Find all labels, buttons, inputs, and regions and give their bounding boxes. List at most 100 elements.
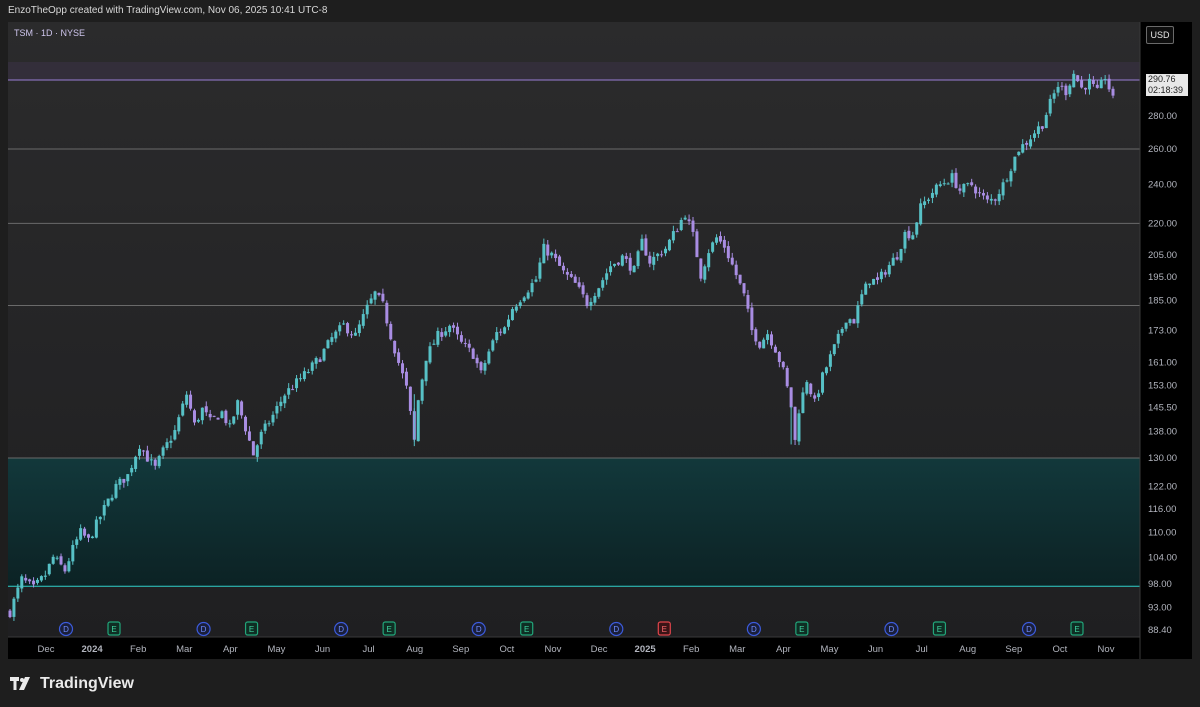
candle[interactable] [424,360,428,386]
candle[interactable] [436,327,440,348]
candle[interactable] [232,416,236,425]
candle[interactable] [1091,76,1095,87]
candle[interactable] [754,327,758,346]
candle[interactable] [561,262,565,275]
candle[interactable] [32,577,36,588]
candle[interactable] [558,254,562,267]
candle[interactable] [526,290,530,300]
candle[interactable] [1044,112,1048,129]
candle[interactable] [809,382,813,397]
candle[interactable] [648,251,652,268]
candle[interactable] [970,178,974,187]
candle[interactable] [145,445,149,462]
candle[interactable] [974,184,978,199]
candle[interactable] [699,258,703,282]
candle[interactable] [844,322,848,332]
earnings-icon[interactable]: E [107,621,121,636]
candle[interactable] [636,249,640,269]
candle[interactable] [883,269,887,278]
candle[interactable] [28,578,32,585]
candle[interactable] [546,239,550,261]
candle[interactable] [444,326,448,338]
candle[interactable] [577,277,581,289]
currency-button[interactable]: USD [1146,26,1174,44]
candle[interactable] [872,278,876,285]
candle[interactable] [538,257,542,282]
candle[interactable] [177,414,181,435]
candle[interactable] [90,535,94,539]
candle[interactable] [840,327,844,336]
candle[interactable] [479,361,483,374]
candle[interactable] [828,350,832,372]
candle[interactable] [106,498,110,508]
candle[interactable] [817,389,821,401]
candle[interactable] [915,222,919,238]
candle[interactable] [1087,73,1091,95]
candle[interactable] [656,252,660,261]
candle[interactable] [569,271,573,279]
candle[interactable] [581,282,585,298]
candle[interactable] [298,373,302,382]
candle[interactable] [624,252,628,263]
candle[interactable] [742,283,746,297]
candle[interactable] [165,438,169,451]
candle[interactable] [856,301,860,328]
candle[interactable] [263,420,267,434]
candle[interactable] [1107,74,1111,93]
candle[interactable] [1048,94,1052,117]
price-axis[interactable]: 300.00280.00260.00240.00220.00205.00195.… [1148,80,1177,636]
candle[interactable] [593,292,597,305]
candle[interactable] [860,289,864,307]
candle[interactable] [930,188,934,204]
candle[interactable] [98,516,102,525]
candle[interactable] [1021,139,1025,154]
candle[interactable] [432,339,436,345]
candle[interactable] [169,435,173,449]
candle[interactable] [585,292,589,309]
candle[interactable] [832,344,836,356]
candle[interactable] [848,318,852,326]
candle[interactable] [153,458,157,470]
dividend-icon[interactable]: D [884,621,899,637]
candle[interactable] [310,360,314,375]
candle[interactable] [981,189,985,200]
candle[interactable] [216,417,220,420]
candle[interactable] [1013,156,1017,173]
candle[interactable] [773,344,777,353]
candle[interactable] [346,321,350,337]
candle[interactable] [907,226,911,241]
candle[interactable] [679,217,683,232]
candle[interactable] [616,262,620,266]
candle[interactable] [785,365,789,388]
candle[interactable] [338,322,342,336]
candle[interactable] [397,348,401,366]
candle[interactable] [295,374,299,392]
candle[interactable] [471,347,475,360]
candle[interactable] [875,272,879,285]
candle[interactable] [1017,151,1021,157]
candle[interactable] [63,563,67,574]
candle[interactable] [287,383,291,399]
candle[interactable] [83,526,87,538]
candle[interactable] [467,339,471,353]
candle[interactable] [377,292,381,297]
earnings-icon[interactable]: E [244,621,259,636]
candle[interactable] [966,182,970,187]
candle[interactable] [597,287,601,299]
candle[interactable] [534,275,538,283]
candle[interactable] [730,252,734,266]
candle[interactable] [349,331,353,339]
candle[interactable] [1072,70,1076,88]
candle[interactable] [903,229,907,254]
dividend-icon[interactable]: D [196,621,211,637]
candle[interactable] [989,194,993,205]
candle[interactable] [110,494,114,502]
candle[interactable] [793,406,797,445]
candle[interactable] [664,246,668,257]
candle[interactable] [781,360,785,370]
resistance-zone[interactable] [8,62,1140,80]
candle[interactable] [758,341,762,350]
candle[interactable] [707,249,711,272]
candle[interactable] [734,260,738,280]
dividend-icon[interactable]: D [334,621,349,637]
